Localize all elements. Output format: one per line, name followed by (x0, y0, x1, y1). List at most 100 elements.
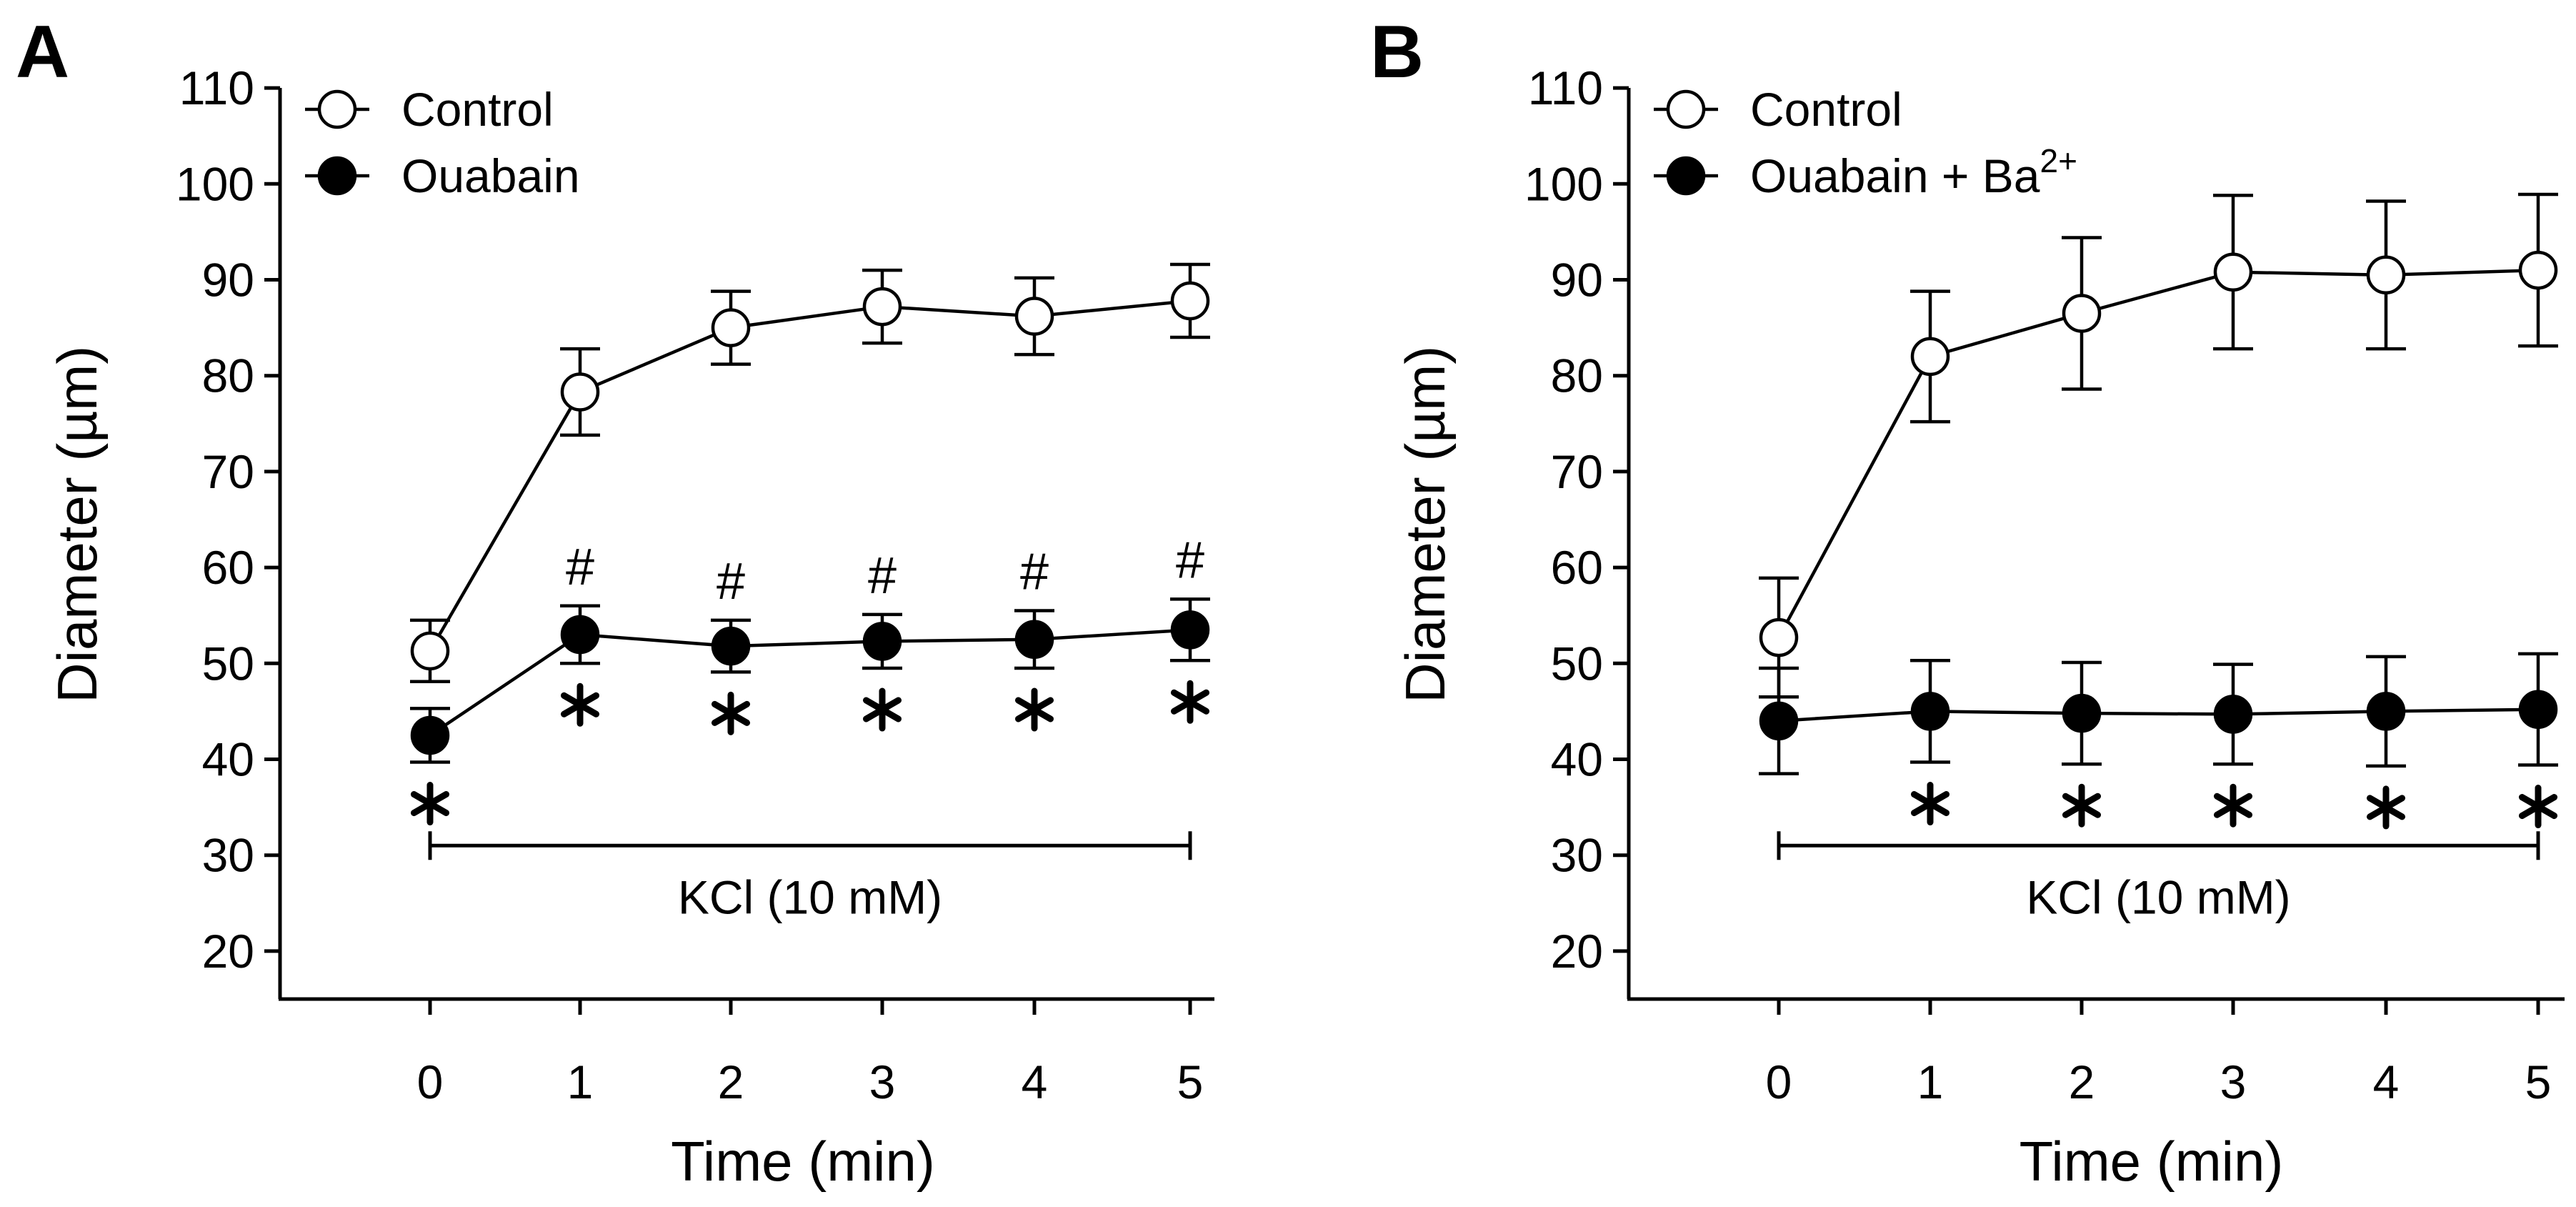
legend-label-text: Control (401, 83, 554, 136)
data-point (1759, 617, 1799, 657)
panel-a: A 20 30 40 50 60 70 80 90 100 110 0 1 2 3 4 5 Time (min) D… (16, 11, 1214, 1193)
x-axis-title: Time (min) (671, 1130, 935, 1193)
panel-letter: A (16, 11, 69, 94)
hash-marker: # (868, 547, 897, 605)
data-point (862, 622, 902, 661)
y-tick-label: 60 (202, 541, 254, 594)
y-tick-label: 50 (202, 637, 254, 690)
star-marker (2518, 785, 2558, 829)
data-point (1014, 297, 1054, 336)
hash-marker: # (1176, 532, 1204, 589)
hash-marker: # (1020, 543, 1049, 600)
star-marker (1170, 680, 1210, 724)
data-point (2518, 690, 2558, 729)
y-tick-label: 70 (1551, 445, 1603, 498)
legend-marker (1666, 156, 1706, 196)
x-tick-label: 2 (2069, 1055, 2095, 1108)
x-tick-label: 1 (1917, 1055, 1944, 1108)
legend-label: Control (401, 83, 554, 136)
star-stroke (2062, 793, 2102, 818)
series-line (429, 628, 1191, 737)
data-point (1170, 281, 1210, 321)
x-tick-label: 4 (1022, 1055, 1048, 1108)
data-point (2518, 250, 2558, 290)
y-tick-label: 20 (1551, 925, 1603, 978)
data-point (560, 372, 600, 412)
legend-marker (317, 156, 357, 196)
x-tick-label: 4 (2373, 1055, 2400, 1108)
y-tick-label: 30 (1551, 829, 1603, 882)
y-tick-label: 30 (202, 829, 254, 882)
y-tick-label: 110 (1528, 61, 1603, 114)
star-marker (1910, 782, 1950, 826)
star-stroke (1014, 697, 1054, 722)
legend-label: Ouabain (401, 149, 580, 202)
hash-marker: # (717, 553, 745, 610)
legend-entry: Control (1654, 83, 1902, 136)
legend-marker (317, 89, 357, 129)
star-marker (711, 691, 751, 735)
data-point (2062, 693, 2102, 733)
data-point (2213, 695, 2253, 734)
legend-entry: Ouabain (305, 149, 580, 202)
series-line (429, 299, 1191, 652)
star-stroke (410, 791, 450, 817)
legend-entry: Ouabain + Ba2+ (1654, 142, 2077, 202)
treatment-bar-label: KCl (10 mM) (678, 870, 942, 923)
data-point (2062, 294, 2102, 333)
y-tick-label: 110 (179, 61, 254, 114)
data-point (1014, 620, 1054, 659)
x-tick-label: 2 (718, 1055, 744, 1108)
data-point (711, 626, 751, 666)
data-point (1910, 337, 1950, 377)
data-point (2366, 692, 2406, 731)
panel-b: B 20 30 40 50 60 70 80 90 100 110 0 1 2 3 4 5 Time (min) D… (1370, 11, 2565, 1193)
data-point (862, 287, 902, 327)
data-point (2366, 255, 2406, 295)
treatment-bar-label: KCl (10 mM) (2026, 870, 2290, 923)
x-tick-label: 5 (2525, 1055, 2552, 1108)
series-control (410, 262, 1210, 684)
y-tick-label: 40 (1551, 733, 1603, 786)
data-point (410, 715, 450, 755)
star-stroke (862, 697, 902, 722)
y-tick-label: 80 (202, 349, 254, 402)
legend-label: Ouabain + Ba2+ (1750, 142, 2077, 202)
star-marker (1014, 687, 1054, 732)
y-tick-label: 70 (202, 445, 254, 498)
y-tick-label: 90 (1551, 254, 1603, 307)
series-treatment (1759, 652, 2558, 775)
star-marker (2213, 783, 2253, 828)
y-axis-title: Diameter (µm) (46, 346, 109, 703)
legend-label: Control (1750, 83, 1902, 136)
data-point (560, 615, 600, 655)
star-stroke (1170, 689, 1210, 715)
star-stroke (711, 700, 751, 726)
star-marker (2366, 785, 2406, 830)
x-axis-title: Time (min) (2020, 1130, 2284, 1193)
star-stroke (2518, 794, 2558, 820)
hash-marker: # (566, 539, 594, 596)
y-tick-label: 90 (202, 254, 254, 307)
series-treatment (410, 597, 1210, 764)
series-line (1778, 707, 2539, 723)
data-point (410, 631, 450, 671)
y-tick-label: 80 (1551, 349, 1603, 402)
data-point (1759, 701, 1799, 741)
star-marker (560, 682, 600, 727)
star-marker (2062, 783, 2102, 828)
x-tick-label: 5 (1177, 1055, 1204, 1108)
data-point (2213, 252, 2253, 292)
y-tick-label: 20 (202, 925, 254, 978)
data-point (1170, 610, 1210, 650)
x-tick-label: 3 (2220, 1055, 2247, 1108)
legend-label-superscript: 2+ (2040, 142, 2077, 179)
star-marker (410, 782, 450, 826)
series-control (1759, 192, 2558, 699)
data-point (711, 308, 751, 347)
star-marker (862, 687, 902, 732)
star-stroke (2213, 793, 2253, 818)
legend-marker (1666, 89, 1706, 129)
y-tick-label: 40 (202, 733, 254, 786)
